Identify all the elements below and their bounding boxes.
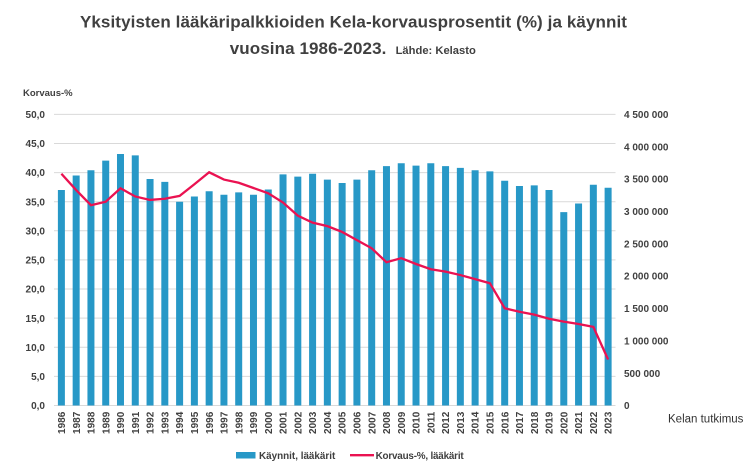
svg-text:50,0: 50,0	[26, 110, 46, 121]
svg-text:1989: 1989	[101, 411, 112, 434]
svg-text:Kelan tutkimus: Kelan tutkimus	[668, 413, 744, 425]
svg-text:2019: 2019	[545, 411, 556, 434]
svg-text:2 000 000: 2 000 000	[624, 272, 669, 283]
svg-text:vuosina 1986-2023.: vuosina 1986-2023.	[230, 39, 387, 58]
svg-text:1988: 1988	[87, 411, 98, 434]
svg-text:25,0: 25,0	[26, 256, 46, 267]
svg-text:1 000 000: 1 000 000	[624, 336, 669, 347]
svg-text:1996: 1996	[205, 411, 216, 434]
svg-text:1997: 1997	[220, 411, 231, 434]
svg-text:1991: 1991	[131, 411, 142, 434]
svg-text:2020: 2020	[559, 411, 570, 434]
svg-text:2007: 2007	[367, 411, 378, 434]
svg-text:35,0: 35,0	[26, 197, 46, 208]
svg-text:30,0: 30,0	[26, 226, 46, 237]
svg-text:1986: 1986	[57, 411, 68, 434]
svg-text:Käynnit, lääkärit: Käynnit, lääkärit	[259, 451, 336, 462]
svg-text:2 500 000: 2 500 000	[624, 239, 669, 250]
svg-text:1995: 1995	[190, 411, 201, 434]
svg-text:1987: 1987	[72, 411, 83, 434]
svg-text:2023: 2023	[604, 411, 615, 434]
svg-text:1998: 1998	[234, 411, 245, 434]
svg-text:0: 0	[624, 401, 630, 412]
svg-text:45,0: 45,0	[26, 139, 46, 150]
svg-text:2021: 2021	[574, 411, 585, 434]
svg-text:2012: 2012	[441, 411, 452, 434]
svg-text:4 500 000: 4 500 000	[624, 110, 669, 121]
svg-text:2015: 2015	[486, 411, 497, 434]
svg-text:40,0: 40,0	[26, 168, 46, 179]
svg-text:2001: 2001	[279, 411, 290, 434]
svg-text:1993: 1993	[160, 411, 171, 434]
svg-text:2010: 2010	[412, 411, 423, 434]
svg-text:500 000: 500 000	[624, 369, 661, 380]
svg-text:20,0: 20,0	[26, 285, 46, 296]
svg-text:3 000 000: 3 000 000	[624, 207, 669, 218]
svg-text:2016: 2016	[500, 411, 511, 434]
svg-text:2013: 2013	[456, 411, 467, 434]
svg-text:2014: 2014	[471, 411, 482, 434]
svg-text:2022: 2022	[589, 411, 600, 434]
svg-text:2000: 2000	[264, 411, 275, 434]
svg-text:3 500 000: 3 500 000	[624, 175, 669, 186]
svg-text:Korvaus-%: Korvaus-%	[23, 88, 73, 99]
svg-text:1994: 1994	[175, 411, 186, 434]
svg-text:1990: 1990	[116, 411, 127, 434]
svg-text:Yksityisten lääkäripalkkioiden: Yksityisten lääkäripalkkioiden Kela-korv…	[80, 13, 627, 32]
svg-text:2018: 2018	[530, 411, 541, 434]
svg-text:2009: 2009	[397, 411, 408, 434]
svg-text:5,0: 5,0	[31, 372, 45, 383]
svg-text:Korvaus-%, lääkärit: Korvaus-%, lääkärit	[376, 451, 465, 462]
svg-text:4 000 000: 4 000 000	[624, 142, 669, 153]
svg-text:2017: 2017	[515, 411, 526, 434]
svg-text:2011: 2011	[426, 411, 437, 433]
svg-text:2003: 2003	[308, 411, 319, 434]
svg-text:2008: 2008	[382, 411, 393, 434]
svg-text:15,0: 15,0	[26, 314, 46, 325]
svg-text:2005: 2005	[338, 411, 349, 434]
svg-text:1 500 000: 1 500 000	[624, 304, 669, 315]
svg-text:0,0: 0,0	[31, 401, 45, 412]
svg-text:2004: 2004	[323, 411, 334, 434]
svg-text:1999: 1999	[249, 411, 260, 434]
svg-text:2006: 2006	[353, 411, 364, 434]
svg-text:2002: 2002	[293, 411, 304, 434]
svg-text:1992: 1992	[146, 411, 157, 434]
svg-text:10,0: 10,0	[26, 343, 46, 354]
svg-text:Lähde: Kelasto: Lähde: Kelasto	[396, 45, 476, 57]
